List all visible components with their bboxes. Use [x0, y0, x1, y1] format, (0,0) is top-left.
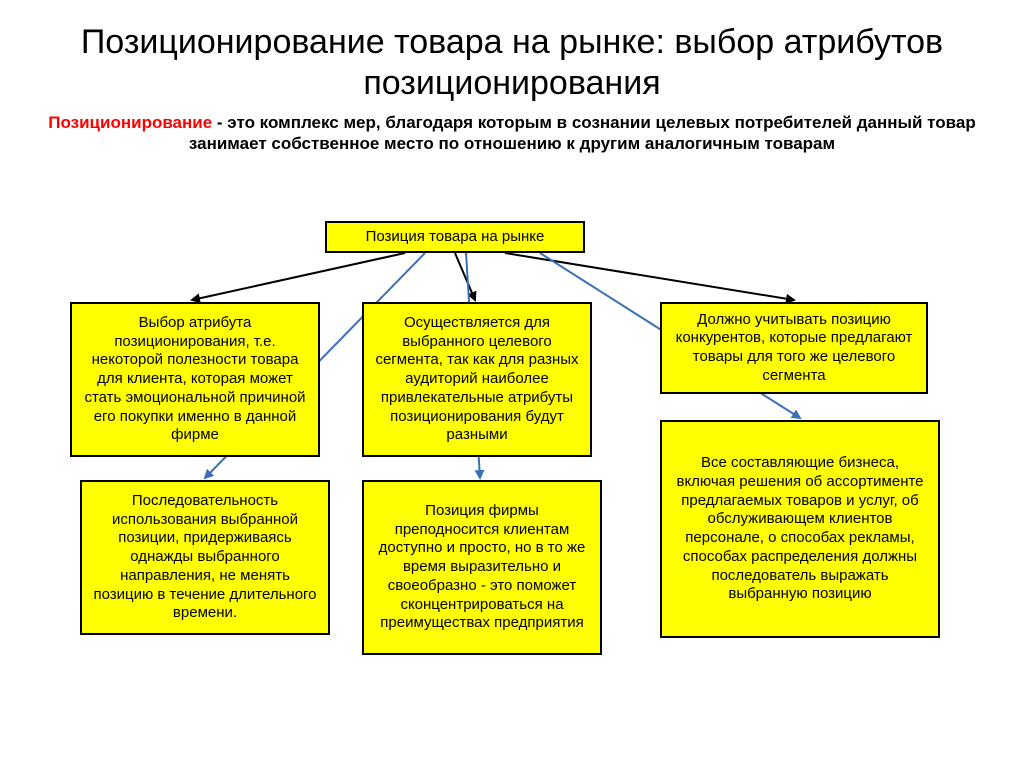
row2-left-box: Последовательность использования выбранн…	[80, 480, 330, 635]
definition-term: Позиционирование	[48, 113, 212, 132]
definition-text: Позиционирование - это комплекс мер, бла…	[0, 104, 1024, 155]
page-title: Позиционирование товара на рынке: выбор …	[0, 0, 1024, 104]
row2-mid-box: Позиция фирмы преподносится клиентам дос…	[362, 480, 602, 655]
row1-mid-box: Осуществляется для выбранного целевого с…	[362, 302, 592, 457]
row1-left-box: Выбор атрибута позиционирования, т.е. не…	[70, 302, 320, 457]
definition-rest: - это комплекс мер, благодаря которым в …	[189, 113, 976, 153]
row2-right-box: Все составляющие бизнеса, включая решени…	[660, 420, 940, 638]
root-box: Позиция товара на рынке	[325, 221, 585, 253]
row1-right-box: Должно учитывать позицию конкурентов, ко…	[660, 302, 928, 394]
